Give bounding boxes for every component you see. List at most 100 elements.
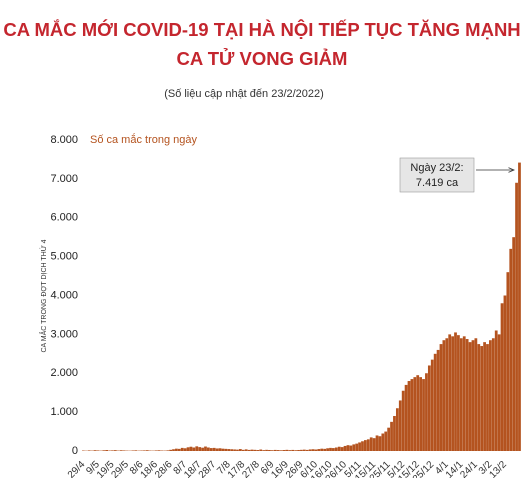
bar [195, 446, 199, 451]
bar [230, 449, 234, 451]
bar [119, 450, 123, 451]
bar [439, 344, 443, 451]
bar [509, 248, 513, 451]
bar [430, 359, 434, 451]
chart-title: CA MẮC MỚI COVID-19 TẠI HÀ NỘI TIẾP TỤC … [3, 19, 520, 40]
bar [227, 449, 231, 451]
bar [404, 384, 408, 451]
bar [398, 400, 402, 451]
bar [236, 449, 239, 451]
bar [349, 445, 353, 451]
bar [515, 182, 518, 451]
bar [270, 450, 274, 451]
bar [425, 373, 428, 451]
bar [180, 447, 184, 451]
bar [381, 433, 385, 451]
bar [340, 447, 344, 451]
bar [308, 449, 312, 451]
bar [471, 340, 475, 451]
y-tick-label: 7.000 [50, 173, 78, 185]
bar [218, 448, 222, 451]
bar [364, 440, 367, 451]
y-tick-label: 4.000 [50, 289, 78, 301]
bar [454, 332, 457, 451]
bar [215, 448, 219, 451]
y-tick-label: 0 [72, 445, 78, 457]
y-tick-label: 3.000 [50, 328, 78, 340]
bar [288, 450, 292, 451]
bar [369, 437, 373, 451]
bar [273, 449, 277, 451]
bar [413, 377, 417, 451]
bar [361, 441, 364, 451]
bar [497, 334, 501, 451]
x-tick-label: 13/2 [487, 459, 509, 478]
bar [175, 448, 178, 451]
bar [410, 379, 414, 451]
legend-label: Số ca mắc trong ngày [90, 133, 198, 146]
bar [465, 339, 469, 451]
y-tick-label: 8.000 [50, 134, 78, 146]
bar [459, 338, 463, 451]
bar [87, 450, 91, 451]
bar [457, 335, 460, 451]
bar [343, 445, 347, 451]
annotation: Ngày 23/2: [410, 162, 463, 174]
bar [157, 450, 161, 451]
bar [300, 449, 303, 451]
bar [407, 381, 411, 451]
bar [366, 439, 370, 451]
bar [433, 353, 437, 451]
bar [250, 449, 254, 451]
bar [329, 447, 332, 451]
bar [491, 338, 495, 451]
bar [422, 379, 425, 451]
bar [192, 447, 196, 451]
bar [276, 450, 280, 451]
bar [241, 449, 245, 451]
bar [247, 449, 251, 451]
bar [186, 447, 190, 451]
bar [244, 449, 248, 451]
bar [166, 450, 170, 451]
bar [262, 450, 266, 451]
bar [378, 436, 382, 451]
bar [233, 449, 236, 451]
y-tick-label: 5.000 [50, 251, 78, 263]
bar [207, 447, 210, 451]
bar [489, 340, 492, 451]
bar [486, 344, 489, 451]
bar [323, 448, 327, 451]
bar [468, 342, 472, 451]
bar [311, 449, 315, 451]
bar [393, 416, 396, 451]
bar [145, 450, 149, 451]
bar [332, 448, 335, 451]
bar [96, 450, 100, 451]
annotation-box [399, 157, 475, 193]
annotation: 7.419 ca [416, 177, 459, 189]
bar [518, 162, 521, 452]
y-tick-label: 2.000 [50, 367, 78, 379]
bar [154, 450, 158, 451]
bar [372, 438, 376, 451]
chart-title: CA TỬ VONG GIẢM [177, 48, 348, 69]
bar [297, 449, 300, 451]
bar [93, 450, 97, 451]
bar [282, 450, 286, 451]
bar [352, 444, 356, 451]
bar [201, 447, 204, 451]
bar [314, 449, 318, 451]
bar [483, 342, 486, 451]
bar [291, 449, 295, 451]
bar [375, 435, 379, 451]
bar [265, 449, 268, 451]
bar [494, 330, 498, 451]
bar [189, 446, 193, 451]
bar [334, 447, 338, 451]
bar [305, 449, 309, 451]
bar [221, 448, 225, 451]
y-tick-label: 1.000 [50, 406, 78, 418]
bar [256, 450, 260, 451]
